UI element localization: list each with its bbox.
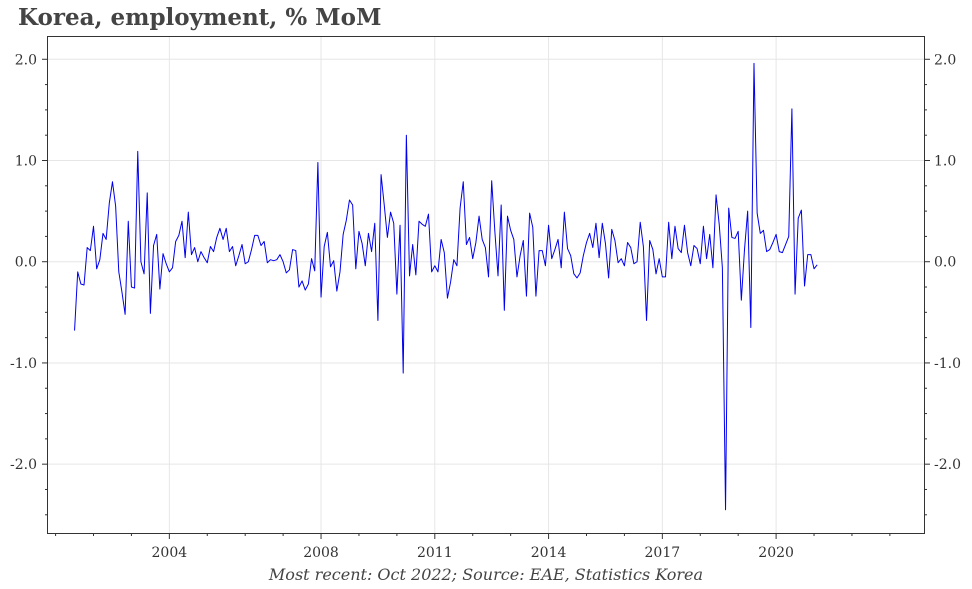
series-line-employment — [74, 62, 818, 511]
x-tick-label: 2017 — [645, 545, 681, 561]
y-tick-label-right: -1.0 — [934, 356, 961, 372]
x-tick-label: 2011 — [417, 545, 453, 561]
plot-frame — [47, 36, 925, 534]
y-tick-label-right: 1.0 — [934, 153, 956, 169]
x-tick-label: 2020 — [758, 545, 794, 561]
y-tick-label-right: 2.0 — [934, 52, 956, 68]
x-axis-labels: 2004 2008 2011 2014 2017 2020 — [152, 545, 794, 561]
chart-title: Korea, employment, % MoM — [18, 4, 382, 31]
y-axis-left-labels: 2.0 1.0 0.0 -1.0 -2.0 — [10, 52, 37, 473]
x-tick-label: 2014 — [531, 545, 567, 561]
x-tick-label: 2008 — [303, 545, 339, 561]
y-tick-label-left: 0.0 — [15, 255, 37, 271]
y-tick-label-left: -2.0 — [10, 457, 37, 473]
series-group — [74, 62, 818, 511]
y-tick-label-left: 1.0 — [15, 153, 37, 169]
source-caption: Most recent: Oct 2022; Source: EAE, Stat… — [268, 565, 704, 584]
y-tick-label-left: -1.0 — [10, 356, 37, 372]
x-tick-label: 2004 — [152, 545, 188, 561]
y-tick-label-right: -2.0 — [934, 457, 961, 473]
y-tick-label-right: 0.0 — [934, 255, 956, 271]
y-axis-right-labels: 2.0 1.0 0.0 -1.0 -2.0 — [934, 52, 961, 473]
axis-ticks — [42, 58, 930, 539]
gridlines — [48, 37, 924, 533]
y-tick-label-left: 2.0 — [15, 52, 37, 68]
